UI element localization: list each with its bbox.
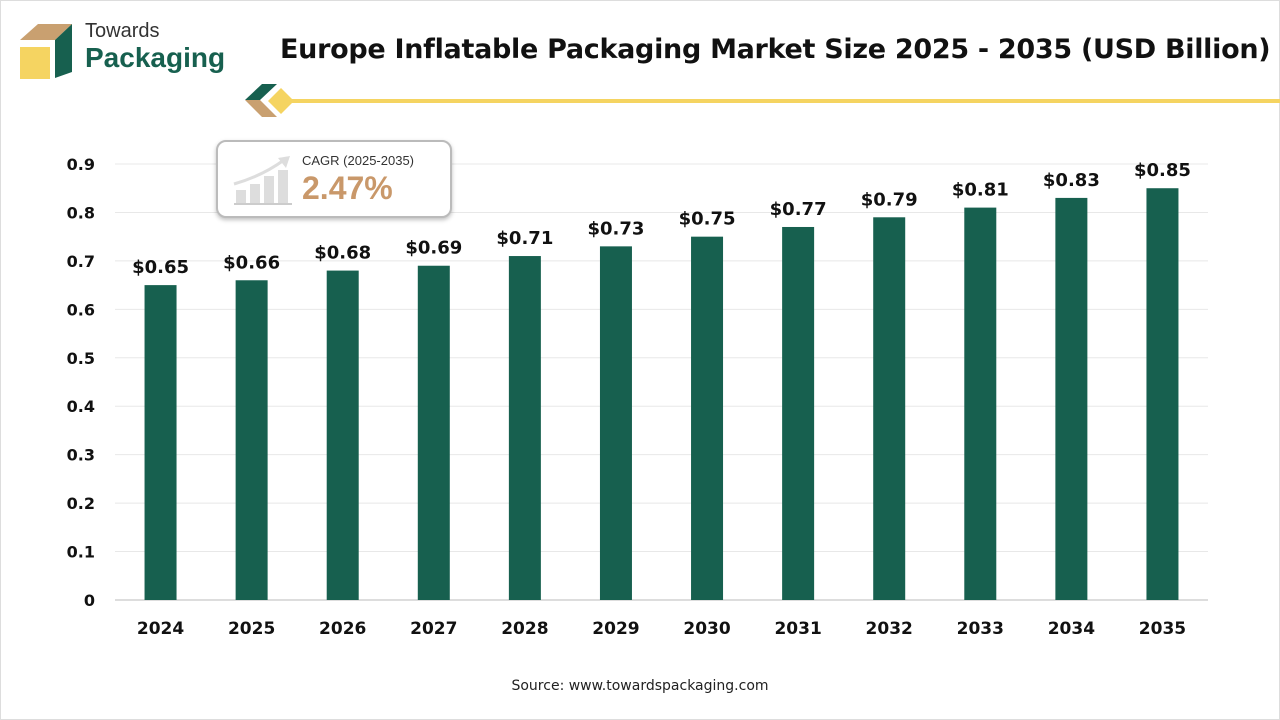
x-tick-label: 2032 (866, 619, 913, 639)
data-label: $0.75 (679, 209, 736, 230)
bar (417, 265, 450, 600)
bar (964, 207, 997, 600)
y-tick-label: 0.4 (67, 397, 95, 416)
logo-icon (20, 24, 72, 79)
divider-ornament-icon (245, 84, 1280, 117)
data-label: $0.77 (770, 199, 827, 220)
data-label: $0.71 (496, 228, 553, 249)
x-tick-label: 2030 (683, 619, 730, 639)
data-label: $0.81 (952, 180, 1009, 201)
y-tick-label: 0 (84, 591, 95, 610)
data-label: $0.68 (314, 243, 371, 264)
cagr-box: CAGR (2025-2035) 2.47% (216, 140, 452, 218)
x-tick-label: 2034 (1048, 619, 1095, 639)
x-tick-label: 2024 (137, 619, 184, 639)
bar (873, 217, 906, 601)
bar (691, 236, 724, 600)
bar (326, 270, 359, 600)
cagr-value: 2.47% (302, 170, 393, 206)
data-label: $0.73 (587, 218, 644, 239)
data-label: $0.65 (132, 257, 189, 278)
y-tick-label: 0.8 (67, 203, 95, 222)
brand-line2: Packaging (85, 42, 226, 73)
chart-title: Europe Inflatable Packaging Market Size … (280, 34, 1271, 65)
bar (782, 226, 815, 600)
bar (508, 256, 541, 600)
data-label: $0.85 (1134, 160, 1191, 181)
y-tick-label: 0.2 (67, 494, 95, 513)
x-tick-label: 2027 (410, 619, 457, 639)
y-tick-label: 0.6 (67, 300, 95, 319)
y-tick-label: 0.1 (67, 543, 95, 562)
bar (1055, 197, 1088, 600)
data-label: $0.66 (223, 252, 280, 273)
cagr-label: CAGR (2025-2035) (302, 153, 414, 168)
bar (144, 285, 177, 600)
source-note: Source: www.towardspackaging.com (511, 678, 769, 694)
data-label: $0.83 (1043, 170, 1100, 191)
y-tick-label: 0.7 (67, 252, 95, 271)
brand-line1: Towards (85, 20, 160, 42)
data-label: $0.69 (405, 238, 462, 259)
bar (1146, 188, 1179, 600)
bar (235, 280, 268, 600)
growth-chart-icon (233, 156, 292, 205)
x-tick-label: 2026 (319, 619, 366, 639)
x-tick-label: 2029 (592, 619, 639, 639)
x-tick-label: 2028 (501, 619, 548, 639)
data-label: $0.79 (861, 189, 918, 210)
y-tick-label: 0.5 (67, 349, 95, 368)
x-tick-label: 2031 (774, 619, 821, 639)
x-tick-label: 2035 (1139, 619, 1186, 639)
x-tick-label: 2025 (228, 619, 275, 639)
y-tick-label: 0.9 (67, 155, 95, 174)
bar (599, 246, 632, 600)
y-tick-label: 0.3 (67, 446, 95, 465)
x-tick-label: 2033 (957, 619, 1004, 639)
